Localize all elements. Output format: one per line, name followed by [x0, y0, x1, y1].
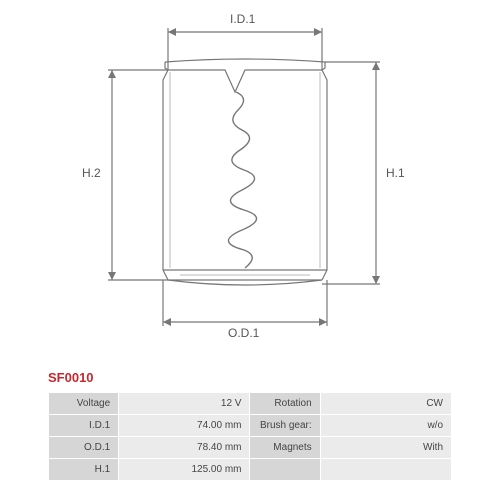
spec-key: H.1: [49, 459, 119, 481]
spec-key: Brush gear:: [250, 415, 320, 437]
spec-val: 78.40 mm: [119, 437, 250, 459]
table-row: I.D.1 74.00 mm Brush gear: w/o: [49, 415, 452, 437]
label-h1: H.1: [386, 166, 405, 180]
spec-val: With: [320, 437, 451, 459]
spec-key: Magnets: [250, 437, 320, 459]
spec-val: 74.00 mm: [119, 415, 250, 437]
label-h2: H.2: [82, 166, 101, 180]
label-id1: I.D.1: [230, 12, 255, 26]
spec-key: I.D.1: [49, 415, 119, 437]
spec-key: [250, 459, 320, 481]
spec-val: 125.00 mm: [119, 459, 250, 481]
spec-val: CW: [320, 393, 451, 415]
table-row: Voltage 12 V Rotation CW: [49, 393, 452, 415]
spec-val: [320, 459, 451, 481]
spec-val: 12 V: [119, 393, 250, 415]
spec-key: O.D.1: [49, 437, 119, 459]
spec-val: w/o: [320, 415, 451, 437]
spec-key: Voltage: [49, 393, 119, 415]
label-od1: O.D.1: [228, 326, 259, 340]
table-row: O.D.1 78.40 mm Magnets With: [49, 437, 452, 459]
spec-table: Voltage 12 V Rotation CW I.D.1 74.00 mm …: [48, 392, 452, 481]
part-number: SF0010: [48, 370, 94, 385]
table-row: H.1 125.00 mm: [49, 459, 452, 481]
spec-key: Rotation: [250, 393, 320, 415]
technical-diagram: I.D.1 O.D.1 H.1 H.2: [50, 10, 450, 350]
diagram-svg: [50, 10, 450, 350]
